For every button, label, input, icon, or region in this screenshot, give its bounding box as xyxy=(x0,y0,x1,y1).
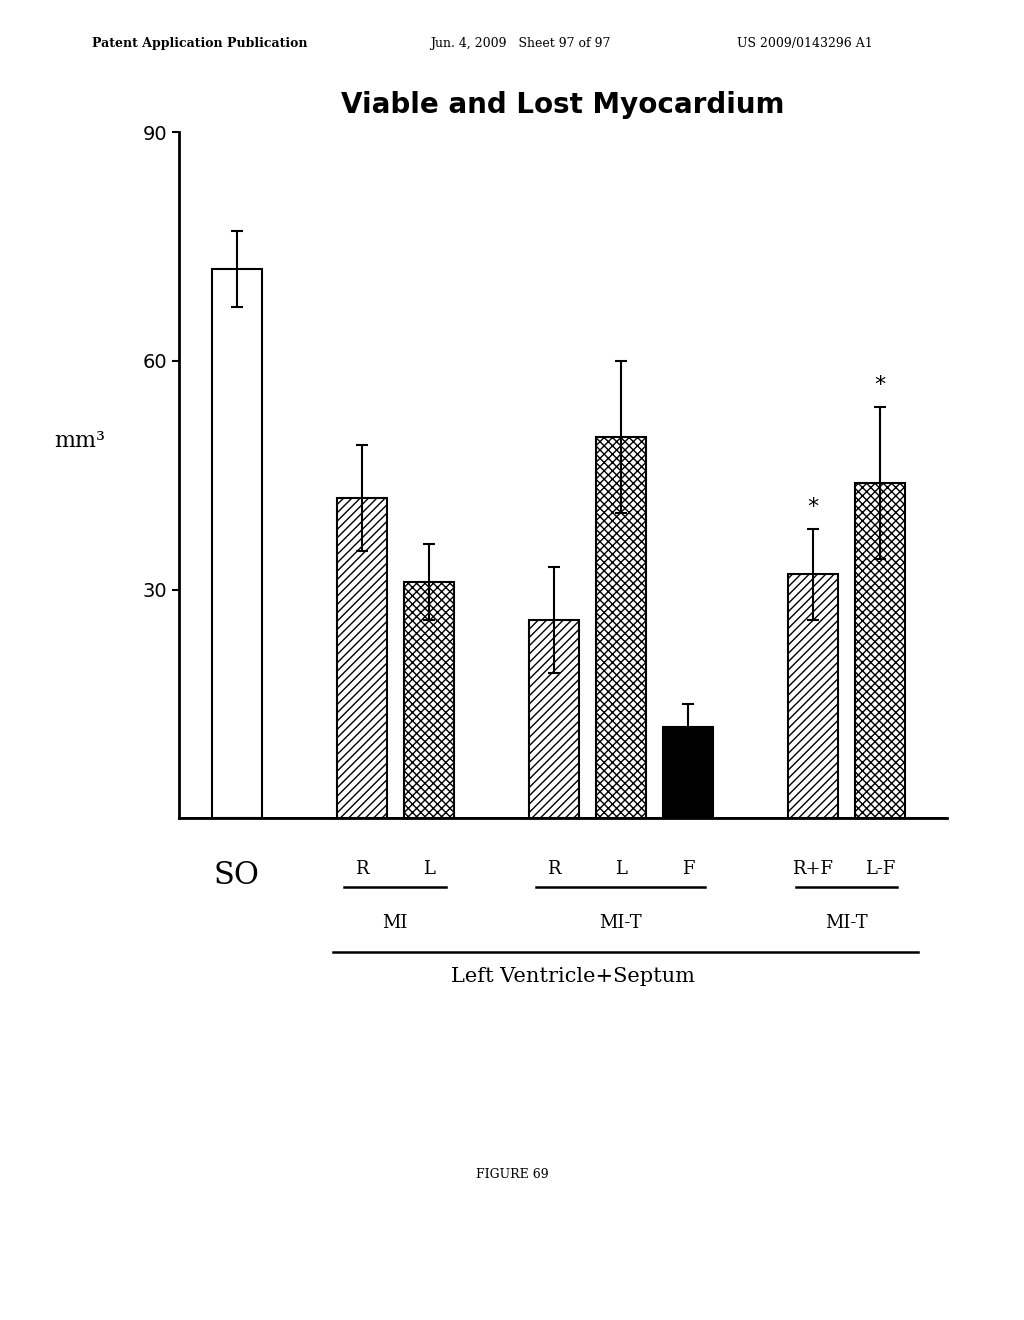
Bar xyxy=(212,269,262,818)
Bar xyxy=(855,483,905,818)
Text: MI: MI xyxy=(383,913,408,932)
Text: L: L xyxy=(423,861,435,878)
Text: *: * xyxy=(874,375,886,395)
Title: Viable and Lost Myocardium: Viable and Lost Myocardium xyxy=(341,91,785,119)
Bar xyxy=(664,727,713,818)
Bar xyxy=(337,498,387,818)
Text: SO: SO xyxy=(214,861,260,891)
Text: *: * xyxy=(807,498,818,517)
Bar xyxy=(596,437,646,818)
Text: Jun. 4, 2009   Sheet 97 of 97: Jun. 4, 2009 Sheet 97 of 97 xyxy=(430,37,610,50)
Text: MI-T: MI-T xyxy=(825,913,867,932)
Text: F: F xyxy=(682,861,694,878)
Text: R: R xyxy=(547,861,560,878)
Text: Left Ventricle+Septum: Left Ventricle+Septum xyxy=(451,968,695,986)
Bar xyxy=(403,582,454,818)
Text: mm³: mm³ xyxy=(54,430,104,451)
Bar xyxy=(528,620,579,818)
Text: L: L xyxy=(614,861,627,878)
Text: FIGURE 69: FIGURE 69 xyxy=(476,1168,548,1181)
Bar xyxy=(787,574,838,818)
Text: R: R xyxy=(355,861,369,878)
Text: R+F: R+F xyxy=(793,861,834,878)
Text: US 2009/0143296 A1: US 2009/0143296 A1 xyxy=(737,37,873,50)
Text: MI-T: MI-T xyxy=(599,913,642,932)
Text: L-F: L-F xyxy=(865,861,895,878)
Text: Patent Application Publication: Patent Application Publication xyxy=(92,37,307,50)
